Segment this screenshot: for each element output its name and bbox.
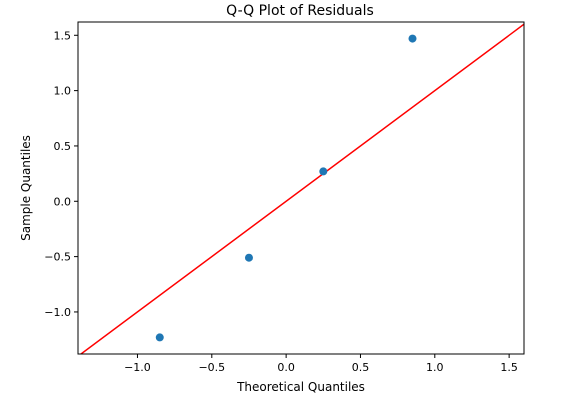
x-tick-label: −0.5 [198, 361, 225, 374]
y-axis: −1.0 −0.5 0.0 0.5 1.0 1.5 [44, 29, 78, 319]
data-point [155, 333, 164, 342]
x-tick-label: −1.0 [124, 361, 151, 374]
y-tick-label: −1.0 [44, 306, 71, 319]
x-tick-label: 1.5 [500, 361, 518, 374]
data-point [244, 253, 253, 262]
y-tick-label: −0.5 [44, 251, 71, 264]
x-axis-label: Theoretical Quantiles [236, 380, 365, 394]
y-tick-label: 1.0 [54, 85, 72, 98]
x-tick-label: 1.0 [426, 361, 444, 374]
y-tick-label: 0.5 [54, 140, 72, 153]
x-axis: −1.0 −0.5 0.0 0.5 1.0 1.5 [124, 354, 518, 374]
data-point [408, 34, 417, 43]
y-axis-label: Sample Quantiles [19, 135, 33, 241]
chart-title: Q-Q Plot of Residuals [226, 3, 374, 19]
plot-frame [77, 21, 525, 355]
x-tick-label: 0.0 [277, 361, 295, 374]
data-point [319, 167, 328, 176]
x-tick-label: 0.5 [352, 361, 370, 374]
y-tick-label: 1.5 [54, 29, 72, 42]
y-tick-label: 0.0 [54, 195, 72, 208]
